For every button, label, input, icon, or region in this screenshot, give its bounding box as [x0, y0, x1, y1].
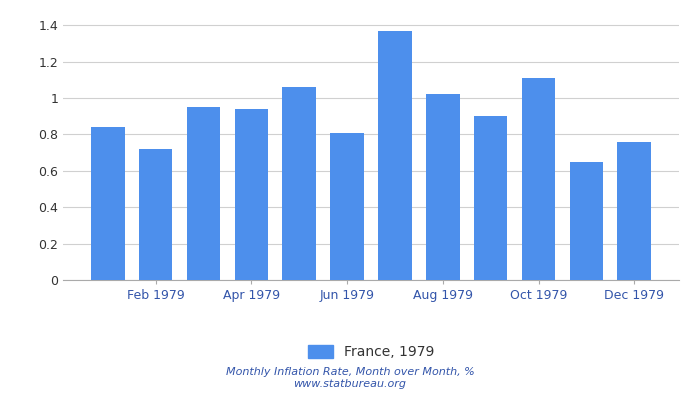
Legend: France, 1979: France, 1979	[302, 340, 440, 365]
Bar	[570, 162, 603, 280]
Bar	[187, 107, 220, 280]
Bar	[474, 116, 508, 280]
Bar	[234, 109, 268, 280]
Bar	[91, 127, 125, 280]
Bar	[426, 94, 459, 280]
Bar	[522, 78, 555, 280]
Bar	[617, 142, 651, 280]
Text: Monthly Inflation Rate, Month over Month, %: Monthly Inflation Rate, Month over Month…	[225, 367, 475, 377]
Bar	[330, 132, 364, 280]
Bar	[378, 30, 412, 280]
Bar	[283, 87, 316, 280]
Text: www.statbureau.org: www.statbureau.org	[293, 379, 407, 389]
Bar	[139, 149, 172, 280]
